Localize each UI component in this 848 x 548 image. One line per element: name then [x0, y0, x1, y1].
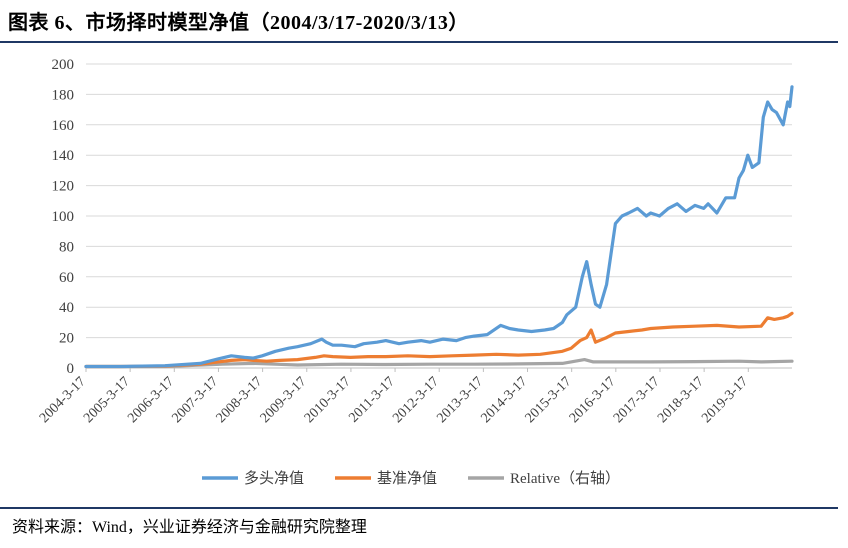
x-tick-label: 2008-3-17 [214, 374, 266, 426]
x-tick-label: 2019-3-17 [699, 374, 751, 426]
y-tick-label: 120 [52, 179, 75, 195]
legend-label: 基准净值 [377, 470, 437, 487]
x-tick-label: 2005-3-17 [81, 374, 133, 426]
x-tick-label: 2014-3-17 [479, 374, 531, 426]
figure-title: 图表 6、市场择时模型净值（2004/3/17-2020/3/13） [8, 12, 469, 34]
line-chart: 0 20 40 60 80 100 120 140 160 180 200 2004-3-172005… [37, 57, 794, 487]
y-tick-label: 160 [52, 118, 75, 134]
x-tick-label: 2007-3-17 [169, 374, 221, 426]
x-tick-label: 2009-3-17 [258, 374, 310, 426]
bottom-rule [0, 507, 838, 509]
x-tick-label: 2011-3-17 [346, 374, 397, 425]
y-tick-label: 80 [59, 239, 74, 255]
y-tick-label: 180 [52, 87, 75, 103]
y-tick-label: 200 [52, 57, 75, 73]
x-tick-label: 2013-3-17 [434, 374, 486, 426]
x-tick-label: 2012-3-17 [390, 374, 442, 426]
x-tick-label: 2015-3-17 [523, 374, 575, 426]
x-tick-label: 2010-3-17 [302, 374, 354, 426]
series-line-2 [84, 358, 794, 369]
legend-label: Relative（右轴） [510, 470, 620, 487]
x-tick-label: 2018-3-17 [655, 374, 707, 426]
series-line-1 [84, 311, 794, 369]
x-tick-label: 2016-3-17 [567, 374, 619, 426]
x-tick-label: 2006-3-17 [125, 374, 177, 426]
y-tick-label: 100 [52, 209, 75, 225]
series-line-0 [84, 85, 794, 369]
x-tick-label: 2004-3-17 [37, 374, 89, 426]
y-tick-label: 0 [67, 361, 75, 377]
y-tick-label: 60 [59, 270, 74, 286]
legend-label: 多头净值 [244, 470, 304, 487]
source-note: 资料来源：Wind，兴业证券经济与金融研究院整理 [12, 519, 367, 536]
y-tick-label: 20 [59, 331, 74, 347]
y-tick-label: 140 [52, 148, 75, 164]
chart-area: 0 20 40 60 80 100 120 140 160 180 200 2004-3-17 2005… [0, 44, 848, 506]
y-tick-label: 40 [59, 300, 74, 316]
x-tick-label: 2017-3-17 [611, 374, 663, 426]
top-rule [0, 41, 838, 43]
